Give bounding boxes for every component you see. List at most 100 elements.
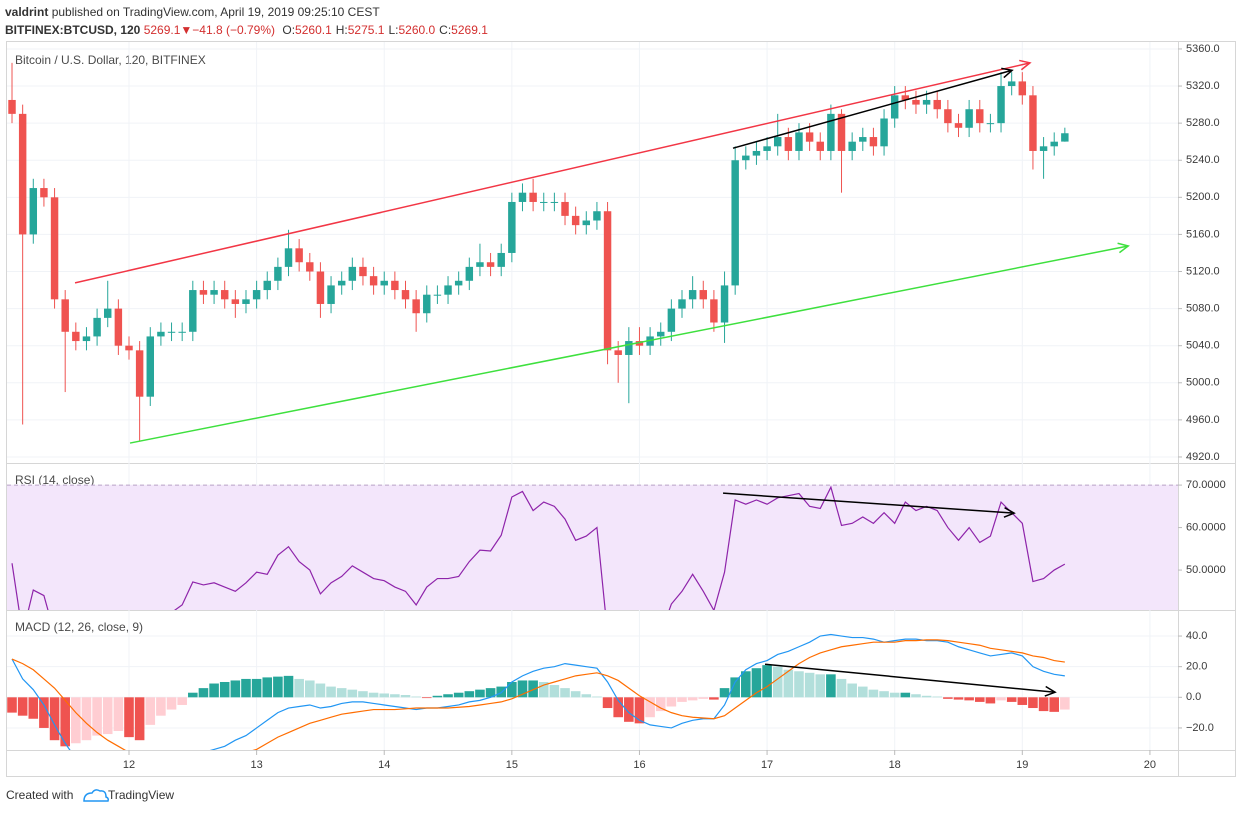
y-tick-label: 0.0 (1186, 691, 1201, 703)
histogram-bar (432, 695, 443, 698)
ohlc-label: C: (439, 23, 451, 37)
histogram-bar (134, 697, 145, 741)
histogram-bar (783, 669, 794, 698)
histogram-bar (517, 680, 528, 698)
histogram-bar (772, 666, 783, 698)
ohlc-label: H: (336, 23, 348, 37)
ohlc-value: 5275.1 (348, 23, 385, 37)
histogram-bar (879, 691, 889, 698)
y-tick-label: 5320.0 (1186, 80, 1220, 92)
trend-line (722, 492, 1015, 514)
main-title: Bitcoin / U.S. Dollar, 120, BITFINEX (15, 53, 206, 67)
histogram-bar (188, 692, 198, 698)
histogram-bar (1017, 697, 1028, 705)
ohlc-label: L: (388, 23, 398, 37)
x-tick-label: 19 (1016, 759, 1028, 771)
candle-body (380, 280, 388, 286)
footer-prefix: Created with (6, 788, 73, 802)
author: valdrint (5, 5, 48, 19)
histogram-bar (400, 695, 411, 698)
histogram-bar (645, 697, 655, 718)
candle-body (625, 341, 633, 355)
candle-body (231, 299, 240, 304)
histogram-bar (751, 668, 762, 698)
histogram-bar (145, 697, 156, 725)
histogram-bar (730, 677, 740, 698)
histogram-bar (709, 697, 719, 700)
y-tick-label: 4920.0 (1186, 451, 1220, 463)
candle-body (391, 280, 399, 291)
histogram-bar (868, 689, 879, 698)
panel (7, 484, 1178, 610)
arrow-head (1044, 685, 1057, 697)
last-price: 5269.1 (144, 23, 181, 37)
y-tick-label: 70.0000 (1186, 479, 1226, 491)
y-tick-label: 40.0 (1186, 630, 1207, 642)
candle-body (869, 137, 878, 147)
x-tick-label: 18 (889, 759, 901, 771)
histogram-bar (847, 683, 857, 698)
change-arrow: ▼ (180, 23, 192, 37)
candle-body (263, 280, 271, 291)
histogram-bar (655, 697, 666, 712)
candle-body (199, 290, 208, 295)
candle-body (433, 294, 442, 296)
histogram-bar (421, 697, 432, 699)
histogram-bar (1049, 697, 1060, 712)
histogram-bar (92, 697, 102, 736)
candle-body (178, 331, 186, 333)
histogram-bar (698, 697, 709, 699)
candle-body (933, 99, 941, 110)
histogram-bar (741, 671, 751, 698)
indicator-line (11, 639, 1065, 750)
chart-frame (6, 41, 1236, 777)
trend-line (129, 245, 1129, 444)
histogram-bar (1038, 697, 1049, 712)
rsi-band (7, 485, 1178, 610)
candle-body (635, 341, 644, 346)
candle-body (50, 197, 59, 300)
candle-body (1018, 81, 1027, 96)
histogram-bar (241, 678, 251, 698)
candle-body (752, 150, 761, 156)
candle-body (316, 271, 325, 304)
histogram-bar (943, 697, 953, 699)
x-tick-label: 17 (761, 759, 773, 771)
candle-body (561, 201, 569, 216)
y-tick-label: 5040.0 (1186, 340, 1220, 352)
candle-body (720, 285, 729, 323)
change: −41.8 (−0.79%) (192, 23, 275, 37)
candle-body (412, 299, 420, 314)
histogram-bar (283, 675, 294, 698)
candle-body (252, 290, 261, 300)
histogram-bar (911, 694, 921, 698)
histogram-bar (28, 697, 39, 719)
candle-body (837, 113, 846, 151)
candle-body (901, 95, 910, 100)
candle-body (104, 308, 112, 318)
candle-body (220, 290, 229, 300)
histogram-bar (507, 681, 517, 698)
candle-body (518, 192, 527, 202)
ohlc-value: 5260.0 (398, 23, 435, 37)
candle-body (954, 123, 963, 128)
histogram-bar (336, 688, 347, 698)
y-tick-label: 4960.0 (1186, 414, 1220, 426)
candle-body (189, 290, 197, 332)
candle-body (1039, 146, 1048, 151)
ohlc-value: 5269.1 (451, 23, 488, 37)
histogram-bar (624, 697, 634, 722)
histogram-bar (804, 672, 815, 698)
arrow-head (1003, 507, 1016, 518)
indicator-line (11, 633, 1065, 750)
candle-body (763, 146, 771, 151)
candle-body (540, 201, 548, 203)
histogram-bar (358, 691, 368, 698)
histogram-bar (666, 697, 677, 707)
candle-body (710, 299, 718, 323)
candle-body (795, 132, 803, 151)
y-tick-label: 5160.0 (1186, 228, 1220, 240)
candle-body (742, 155, 750, 161)
candle-body (401, 290, 410, 300)
y-tick-label: 5360.0 (1186, 43, 1220, 55)
